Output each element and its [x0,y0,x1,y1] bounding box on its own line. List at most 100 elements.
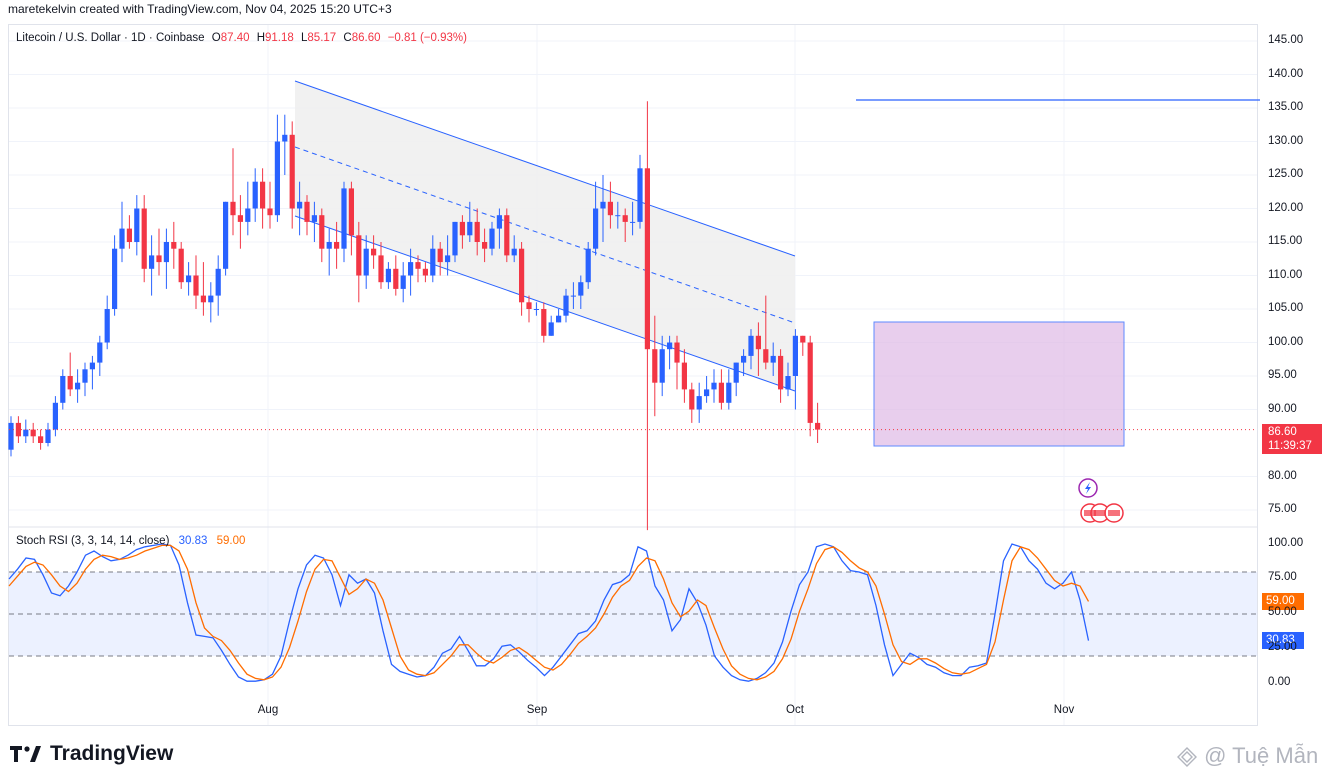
rsi-tick-label: 50.00 [1268,606,1297,618]
candle-body [274,141,280,216]
candle-body [689,389,695,410]
price-tick-label: 125.00 [1268,168,1304,180]
candle-body [200,295,206,303]
symbol-name[interactable]: Litecoin / U.S. Dollar · 1D · Coinbase [16,32,205,44]
candle-body [667,342,673,350]
stoch-rsi-k-value: 30.83 [178,535,208,547]
candle-body [119,228,125,249]
event-markers[interactable] [1074,478,1130,531]
price-tick-label: 95.00 [1268,369,1297,381]
candle-body [149,255,155,269]
candle-body [97,342,103,363]
rsi-tick-label: 100.00 [1268,537,1304,549]
last-price-tag: 86.60 11:39:37 [1262,424,1322,454]
candle-body [422,268,428,276]
candle-body [393,268,399,289]
tradingview-logo-icon [10,746,41,762]
low-label: L [301,32,308,44]
candle-body [319,215,325,249]
candle-body [459,221,465,236]
candle-body [141,208,147,269]
time-tick-label: Nov [1053,704,1075,716]
candle-body [208,295,214,303]
tradingview-brand[interactable]: TradingView [10,742,173,766]
candle-body [585,248,591,283]
candle-body [711,382,717,390]
candle-body [748,335,754,356]
candle-body [378,255,384,283]
candle-body [504,215,510,256]
price-tick-label: 100.00 [1268,335,1304,348]
low-value: 85.17 [307,32,337,44]
candle-body [511,248,517,256]
candle-body [23,429,29,437]
candle-body [237,215,243,222]
stoch-rsi-name[interactable]: Stoch RSI (3, 3, 14, 14, close) [16,535,170,547]
price-tick-label: 130.00 [1268,134,1304,147]
candle-body [15,422,21,437]
candle-body [334,242,340,249]
watermark: @ Tuệ Mẫn [1176,743,1318,769]
candle-body [482,242,488,249]
candle-body [163,242,169,263]
candle-body [311,215,317,222]
close-value: 86.60 [351,32,381,44]
candle-body [341,188,347,249]
high-label: H [256,32,266,44]
candle-body [452,221,458,256]
candle-body [252,181,258,209]
event-marker-icons [1078,478,1124,523]
candle-body [548,322,554,336]
descending-channel [295,81,795,391]
candle-body [726,382,732,403]
candle-body [593,208,599,249]
consolidation-box [873,321,1125,447]
time-tick-label: Aug [257,704,279,716]
candle-body [718,382,724,403]
chart-frame [8,24,1258,726]
candle-body [112,248,118,309]
candle-body [474,221,480,242]
stoch-rsi-legend[interactable]: Stoch RSI (3, 3, 14, 14, close) 30.83 59… [16,535,245,547]
candle-body [637,168,643,222]
rsi-tick-label: 25.00 [1268,641,1297,653]
open-value: 87.40 [220,32,250,44]
candle-body [733,362,739,383]
change-value: −0.81 (−0.93%) [387,32,467,44]
candle-body [704,389,710,397]
price-tick-label: 140.00 [1268,67,1304,80]
bar-countdown: 11:39:37 [1268,440,1312,452]
candle-body [526,302,532,309]
candle-body [260,181,266,209]
candle-body [304,201,310,222]
candle-body [326,242,332,249]
price-tick-label: 75.00 [1268,503,1297,515]
watermark-text: @ Tuệ Mẫn [1204,743,1319,768]
channel-upper-line [294,80,796,257]
candle-body [348,188,354,236]
candle-body [267,208,273,216]
candle-body [430,248,436,276]
candle-body [437,248,443,263]
price-tick-label: 115.00 [1268,235,1303,247]
symbol-legend[interactable]: Litecoin / U.S. Dollar · 1D · Coinbase O… [16,32,467,44]
candle-body [75,382,81,390]
candle-body [400,275,406,289]
candle-body [297,201,303,209]
candle-body [289,134,295,209]
candle-body [541,309,547,336]
candle-body [89,362,95,370]
tradingview-wordmark: TradingView [50,742,174,765]
candle-body [230,201,236,216]
candle-body [815,422,821,430]
candle-body [193,275,199,296]
candle-body [385,268,391,283]
candle-body [681,362,687,390]
candle-body [445,255,451,263]
candle-body [659,349,665,383]
price-tick-label: 105.00 [1268,302,1304,314]
candle-body [533,309,539,310]
candle-body [223,201,229,269]
candle-body [785,376,791,390]
